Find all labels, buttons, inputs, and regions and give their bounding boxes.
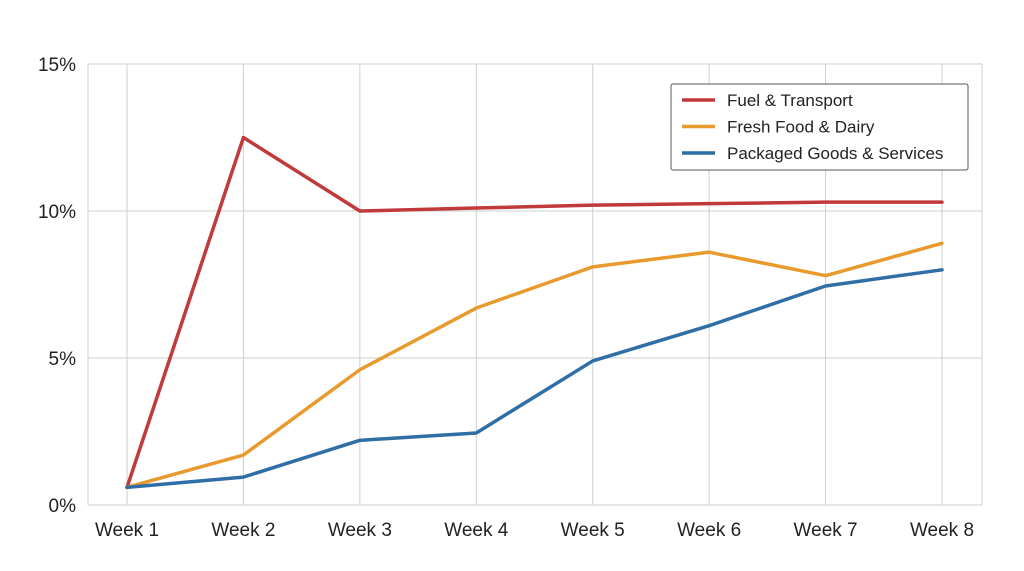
y-tick-label: 15% [38,55,76,76]
x-tick-label: Week 7 [794,520,858,541]
x-tick-label: Week 3 [328,520,392,541]
x-tick-label: Week 4 [444,520,509,541]
y-tick-label: 5% [49,349,77,370]
series-lines [125,135,944,490]
x-tick-label: Week 2 [211,520,275,541]
series-line-2 [125,241,944,490]
x-tick-label: Week 5 [561,520,625,541]
x-axis-ticks: Week 1 Week 2 Week 3 Week 4 Week 5 Week 6 Week… [95,520,974,541]
series-line-3 [125,268,944,490]
legend-label: Packaged Goods & Services [727,144,943,163]
series-line-1 [125,135,944,490]
legend-label: Fuel & Transport [727,91,853,110]
x-tick-label: Week 8 [910,520,974,541]
x-tick-label: Week 6 [677,520,741,541]
x-tick-label: Week 1 [95,520,159,541]
legend-box [670,83,969,171]
legend-label: Fresh Food & Dairy [727,118,875,137]
y-axis-ticks: 0% 5% 10% 15% [38,55,76,517]
y-tick-label: 10% [38,202,76,223]
y-tick-label: 0% [49,496,77,517]
legend: Fuel & Transport Fresh Food & Dairy Packag… [670,83,969,171]
